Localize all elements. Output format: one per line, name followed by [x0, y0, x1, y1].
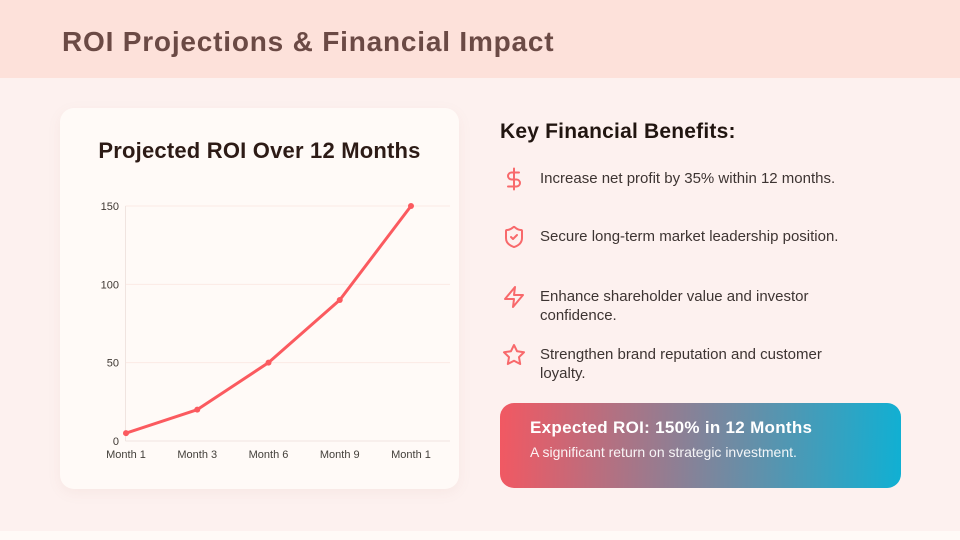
roi-banner-subtitle: A significant return on strategic invest…	[530, 444, 797, 460]
roi-line-chart: 0 50 100 150 Month 1 Month 3 Month 6 Month 9 Mon…	[101, 201, 450, 461]
header-band: ROI Projections & Financial Impact	[0, 0, 960, 78]
svg-text:50: 50	[107, 358, 119, 370]
benefit-item: Secure long-term market leadership posit…	[500, 225, 890, 249]
benefit-text: Enhance shareholder value and investor c…	[540, 288, 809, 324]
benefit-item: Strengthen brand reputation and customer…	[500, 343, 890, 383]
roi-banner-title: Expected ROI: 150% in 12 Months	[530, 418, 813, 437]
svg-text:150: 150	[101, 201, 119, 213]
benefit-item: Increase net profit by 35% within 12 mon…	[500, 167, 890, 191]
zap-icon	[502, 285, 526, 309]
benefits-heading: Key Financial Benefits:	[500, 120, 736, 143]
svg-text:Month 9: Month 9	[320, 449, 360, 461]
footer-strip	[0, 531, 960, 540]
svg-text:Month 1: Month 1	[106, 449, 146, 461]
star-icon	[502, 343, 526, 367]
page-title: ROI Projections & Financial Impact	[62, 26, 555, 57]
benefit-item: Enhance shareholder value and investor c…	[500, 285, 890, 325]
benefit-text: Strengthen brand reputation and customer…	[540, 346, 822, 382]
svg-text:100: 100	[101, 279, 119, 291]
dollar-icon	[502, 167, 526, 191]
shield-check-icon	[502, 225, 526, 249]
roi-banner: Expected ROI: 150% in 12 Months A signif…	[500, 403, 901, 488]
svg-text:Month 1: Month 1	[391, 449, 431, 461]
svg-text:Month 3: Month 3	[177, 449, 217, 461]
chart-title: Projected ROI Over 12 Months	[98, 138, 421, 163]
svg-text:Month 6: Month 6	[249, 449, 289, 461]
svg-text:0: 0	[113, 436, 119, 448]
benefit-text: Secure long-term market leadership posit…	[540, 228, 839, 245]
benefit-text: Increase net profit by 35% within 12 mon…	[540, 170, 836, 187]
roi-chart-card: Projected ROI Over 12 Months 0 50 100 150 Mo…	[60, 108, 459, 489]
